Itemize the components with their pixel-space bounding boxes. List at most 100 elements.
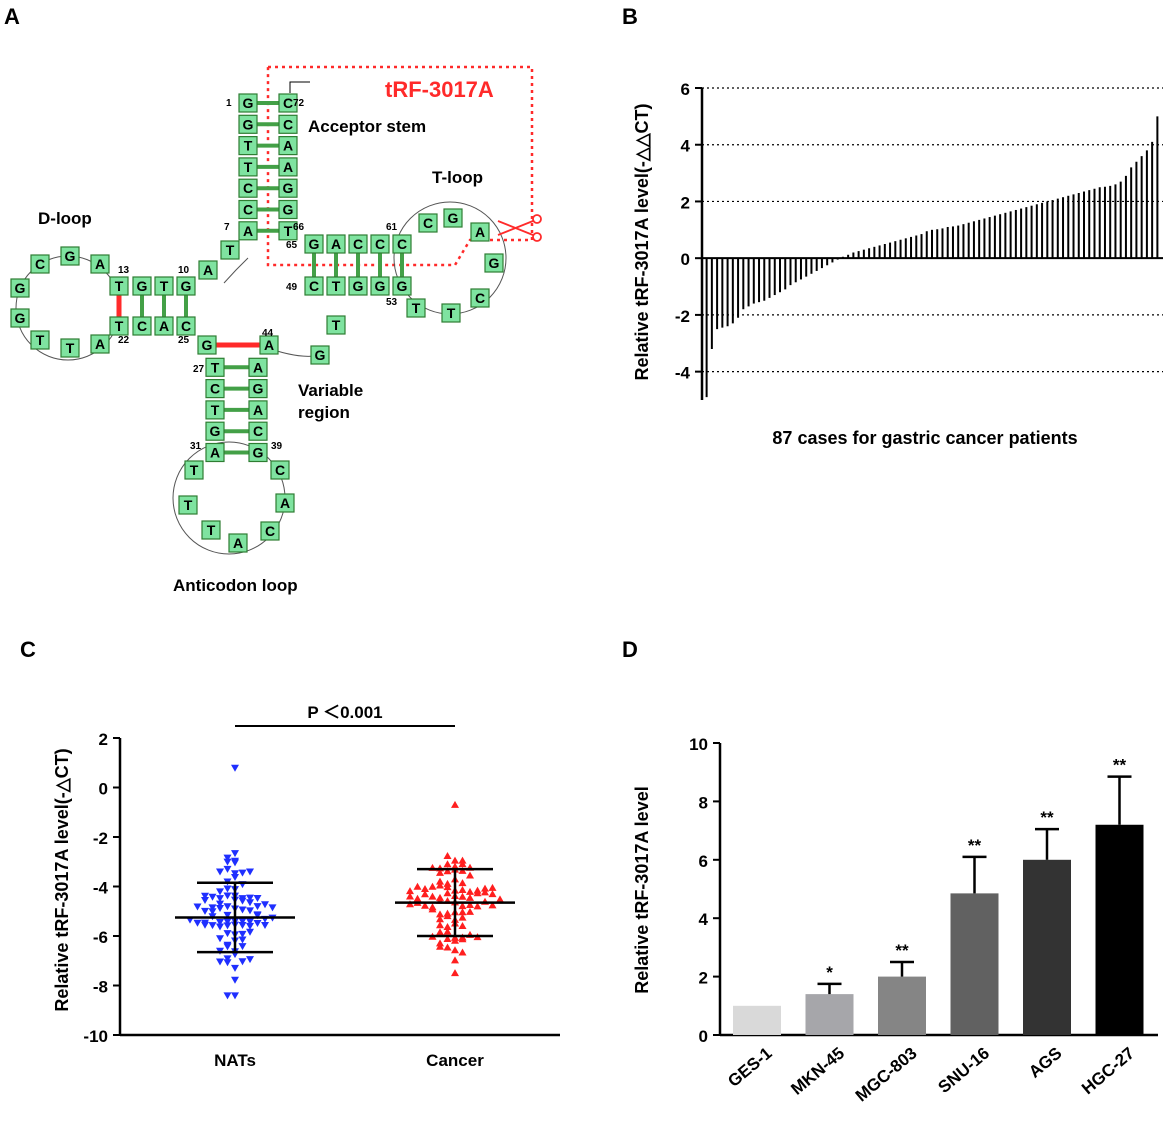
svg-text:G: G [243,116,254,132]
position-label: 66 [293,222,305,233]
nats-point [261,901,269,909]
nats-point [201,907,209,915]
svg-text:C: C [397,236,407,252]
significance-marker: ** [968,836,982,855]
nucleotide-c: C [238,178,258,198]
y-tick-label: 2 [681,193,690,212]
cancer-point [488,901,497,909]
nats-point [201,897,209,905]
nats-point [223,930,232,938]
cancer-point [458,892,467,900]
nucleotide-c: C [30,254,50,274]
nats-point [216,905,224,913]
significance-marker: ** [1113,756,1127,775]
nucleotide-c: C [392,234,412,254]
nats-point [246,918,254,926]
position-label: 53 [386,297,398,308]
scatter-points [186,764,504,1000]
panel-b-waterfall-chart: 6 4 2 0 -2 -4 Relative tRF-3017A level(-△△CT)… [632,80,1163,448]
nucleotide-c: C [132,316,152,336]
cancer-point [443,943,452,951]
position-label: 1 [226,98,232,109]
svg-text:C: C [137,318,147,334]
nucleotide-a: A [259,335,279,355]
nucleotide-c: C [470,288,490,308]
svg-text:T: T [244,138,253,154]
nucleotide-t: T [30,330,50,350]
nucleotide-c: C [176,316,196,336]
svg-text:C: C [475,290,485,306]
cancer-point [458,866,467,874]
nucleotide-t: T [178,495,198,515]
nucleotide-c: C [418,213,438,233]
nats-point [216,958,224,966]
d-loop-label: D-loop [38,209,92,228]
cancer-point [473,902,482,910]
cancer-point [466,887,474,895]
svg-text:T: T [66,340,75,356]
nats-point [231,764,239,772]
cancer-point [436,928,444,936]
nats-point [268,904,277,912]
nats-point [231,964,239,972]
nats-point [238,895,247,903]
svg-text:C: C [253,423,263,439]
nats-point [223,885,232,893]
cancer-point [421,884,429,892]
cancer-point [466,901,474,909]
x-axis-label: 87 cases for gastric cancer patients [772,428,1077,448]
cancer-point [443,860,452,868]
svg-text:A: A [233,535,243,551]
nats-point [223,992,232,1000]
svg-text:G: G [283,180,294,196]
svg-text:G: G [243,95,254,111]
nats-point [253,903,262,911]
nucleotide-g: G [278,178,298,198]
cancer-point [451,969,459,977]
svg-text:A: A [253,402,263,418]
svg-text:A: A [95,336,105,352]
cancer-point [451,946,459,954]
nucleotide-g: G [278,199,298,220]
svg-text:A: A [243,223,253,239]
nucleotide-c: C [260,521,280,541]
nats-point [253,911,262,919]
cancer-point [458,908,467,916]
trna-structure-diagram: tRF-3017A Acceptor stem T-loop D-loop Va… [10,65,542,595]
variable-region-label-1: Variable [298,381,363,400]
position-label: 61 [386,222,398,233]
y-tick-label: 4 [699,910,709,929]
nats-point [223,955,232,963]
nats-point [261,922,269,930]
nucleotide-g: G [310,345,330,365]
nucleotide-t: T [109,316,129,336]
nats-point [223,903,232,911]
panel-label-b: B [622,4,638,29]
trf-fragment-box [266,65,534,267]
svg-text:T: T [115,278,124,294]
svg-text:T: T [211,402,220,418]
y-tick-label: -8 [93,978,108,997]
nucleotide-g: G [10,308,30,328]
cancer-point [413,894,422,902]
cancer-point [436,921,444,929]
nats-point [231,870,239,878]
nats-point [208,904,217,912]
nucleotide-g: G [205,421,225,441]
nucleotide-g: G [248,379,268,399]
nucleotide-c: C [270,460,290,480]
cancer-point [443,923,452,931]
cancer-point [458,913,467,921]
nucleotide-c: C [238,199,258,220]
nats-point [231,992,239,1000]
category-label-cancer: Cancer [426,1051,484,1070]
nucleotide-g: G [443,208,463,228]
y-tick-label: 0 [681,250,690,269]
panel-d-bar-chart: 0 2 4 6 8 10 GES-1 * MKN-45 ** MGC-803 ** SNU-16 ** A… [632,735,1158,1105]
nats-point [223,911,232,919]
svg-text:T: T [207,522,216,538]
nats-point [201,892,209,900]
panel-c-scatter-chart: 2 0 -2 -4 -6 -8 -10 P ＜0.001 Relative tRF-3017… [52,703,560,1070]
nucleotide-t: T [326,315,346,335]
nats-point [223,941,232,949]
